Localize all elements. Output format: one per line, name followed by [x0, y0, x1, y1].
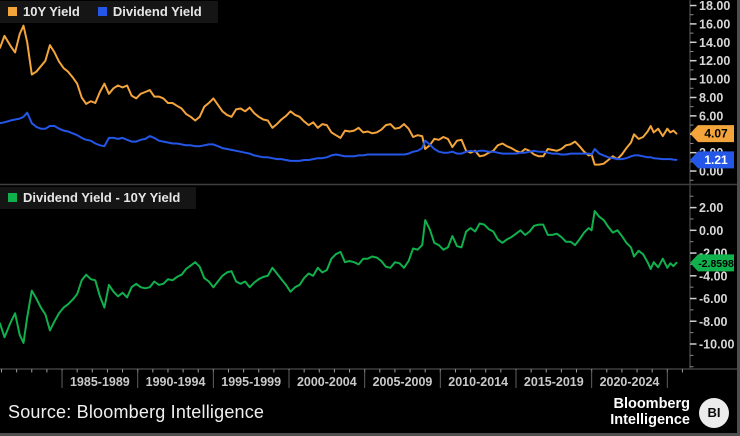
panel1-legend: 10Y Yield Dividend Yield: [0, 1, 218, 23]
series-line-dividend-yield-10y-yield: [0, 210, 678, 344]
y-axis-tick-label: 14.00: [699, 36, 730, 50]
yields-spread-dual-panel-chart: 1985-1989 1990-1994 1995-1999 2000-2004 2005…: [0, 0, 737, 389]
y-axis-tick-label: 6.00: [699, 109, 723, 123]
last-value-tag-text: 1.21: [704, 153, 728, 167]
y-axis-tick-label: -6.00: [699, 292, 728, 306]
legend-item-10y-yield: 10Y Yield: [8, 4, 80, 19]
legend-swatch-10y-yield: [8, 7, 17, 16]
brand-line1: Bloomberg: [613, 396, 690, 412]
last-value-tag-10y-yield: 4.07: [690, 125, 734, 143]
brand-line2: Intelligence: [610, 411, 690, 428]
last-value-tag-shape: [690, 151, 734, 169]
x-axis-bin-label: 2000-2004: [297, 375, 357, 389]
y-axis-tick-label: 16.00: [699, 17, 730, 31]
y-axis-tick-label: 0.00: [699, 224, 723, 238]
legend-label-dividend-yield: Dividend Yield: [112, 4, 202, 19]
y-axis-tick-label: -10.00: [699, 337, 734, 351]
x-axis-bin-label: 2005-2009: [373, 375, 433, 389]
source-text: Source: Bloomberg Intelligence: [8, 402, 265, 422]
x-axis-bin-label: 1985-1989: [70, 375, 130, 389]
legend-item-spread: Dividend Yield - 10Y Yield: [8, 190, 180, 205]
y-axis-tick-label: 12.00: [699, 54, 730, 68]
brand-block: Bloomberg Intelligence BI: [610, 396, 729, 428]
y-axis-tick-label: 2.00: [699, 201, 723, 215]
legend-swatch-spread: [8, 193, 17, 202]
y-axis-tick-label: 18.00: [699, 0, 730, 13]
last-value-tag-dividend-yield-10y-yield: -2.8598: [690, 254, 734, 272]
last-value-tag-dividend-yield: 1.21: [690, 151, 734, 169]
last-value-tag-shape: [690, 254, 734, 272]
y-axis-tick-label: 8.00: [699, 91, 723, 105]
footer: Source: Bloomberg Intelligence Bloomberg…: [0, 392, 737, 433]
last-value-tag-shape: [690, 125, 734, 143]
x-axis-bin-label: 2010-2014: [448, 375, 508, 389]
series-line-dividend-yield: [0, 111, 678, 162]
legend-swatch-dividend-yield: [97, 7, 107, 16]
last-value-tag-text: -2.8598: [698, 258, 734, 270]
y-axis-tick-label: -8.00: [699, 315, 728, 329]
x-axis-bin-label: 2020-2024: [600, 375, 660, 389]
legend-label-spread: Dividend Yield - 10Y Yield: [23, 190, 181, 205]
x-axis-bin-label: 2015-2019: [524, 375, 584, 389]
series-line-10y-yield: [0, 24, 678, 166]
x-axis-bin-label: 1995-1999: [221, 375, 281, 389]
y-axis-tick-label: -4.00: [699, 269, 728, 283]
brand-wordmark: Bloomberg Intelligence: [610, 396, 690, 428]
last-value-tag-text: 4.07: [704, 127, 728, 141]
y-axis-tick-label: 10.00: [699, 73, 730, 87]
legend-label-10y-yield: 10Y Yield: [23, 4, 80, 19]
legend-item-dividend-yield: Dividend Yield: [97, 4, 202, 19]
x-axis-bin-label: 1990-1994: [146, 375, 206, 389]
panel2-legend: Dividend Yield - 10Y Yield: [0, 187, 197, 209]
bi-logo-icon: BI: [699, 397, 729, 428]
